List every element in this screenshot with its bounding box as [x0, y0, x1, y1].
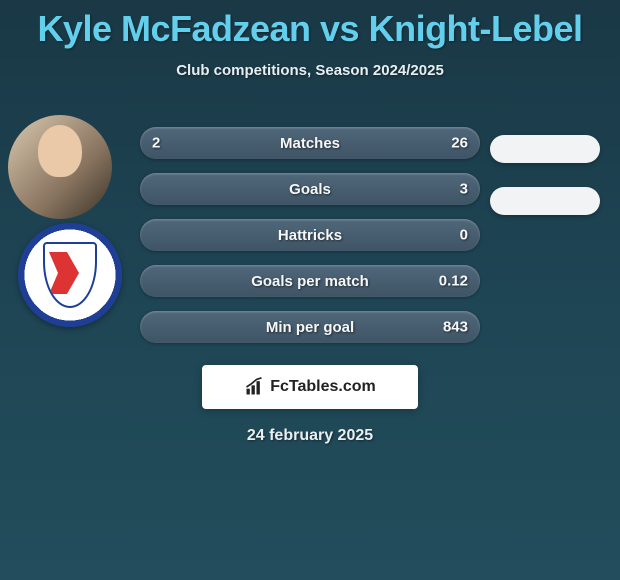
stat-label: Min per goal: [140, 319, 480, 336]
stat-label: Matches: [140, 135, 480, 152]
player2-pill-1: [490, 135, 600, 163]
comparison-panel: 2 Matches 26 Goals 3 Hattricks 0 Goals p…: [0, 107, 620, 347]
player1-avatar: [8, 115, 112, 219]
stat-label: Goals: [140, 181, 480, 198]
stat-row-hattricks: Hattricks 0: [140, 219, 480, 251]
stat-right-value: 0: [460, 227, 468, 244]
stat-label: Hattricks: [140, 227, 480, 244]
stat-row-goals: Goals 3: [140, 173, 480, 205]
stat-right-value: 26: [451, 135, 468, 152]
footer-date: 24 february 2025: [0, 427, 620, 445]
page-title: Kyle McFadzean vs Knight-Lebel: [0, 0, 620, 50]
stat-right-value: 3: [460, 181, 468, 198]
club-badge-inner: [43, 242, 97, 308]
stat-right-value: 0.12: [439, 273, 468, 290]
page-subtitle: Club competitions, Season 2024/2025: [0, 62, 620, 79]
player2-pill-2: [490, 187, 600, 215]
stat-row-min-per-goal: Min per goal 843: [140, 311, 480, 343]
brand-text: FcTables.com: [270, 378, 376, 396]
stat-label: Goals per match: [140, 273, 480, 290]
stat-right-value: 843: [443, 319, 468, 336]
brand-badge: FcTables.com: [202, 365, 418, 409]
chart-icon: [244, 377, 264, 397]
stat-bars: 2 Matches 26 Goals 3 Hattricks 0 Goals p…: [140, 127, 480, 357]
stat-row-goals-per-match: Goals per match 0.12: [140, 265, 480, 297]
player1-club-badge: [18, 223, 122, 327]
stat-row-matches: 2 Matches 26: [140, 127, 480, 159]
